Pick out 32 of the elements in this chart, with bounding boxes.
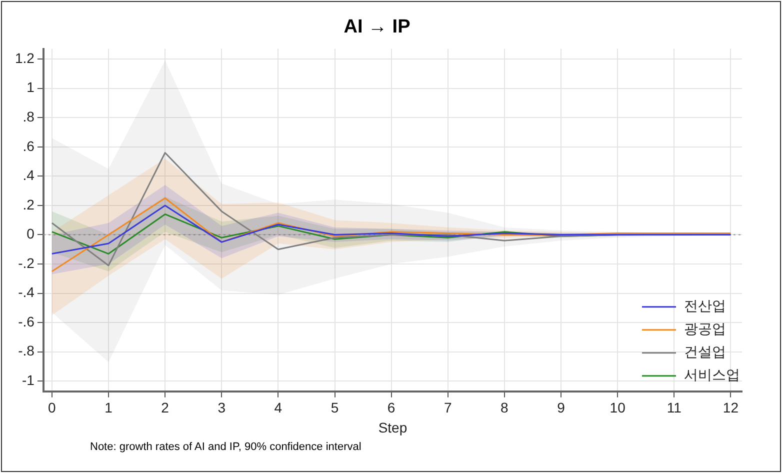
chart-title: AI → IP — [344, 16, 411, 38]
y-tick-label: -.6 — [18, 313, 35, 330]
y-tick-label: 0 — [26, 226, 35, 242]
x-axis-title: Step — [378, 419, 408, 436]
x-tick-label: 8 — [500, 400, 509, 416]
y-tick-label: -.4 — [18, 284, 35, 300]
legend-label: 서비스업 — [684, 368, 740, 384]
x-tick-label: 0 — [48, 400, 56, 416]
x-tick-label: 4 — [274, 400, 282, 416]
y-tick-label: .4 — [22, 167, 35, 184]
x-tick-label: 2 — [161, 400, 170, 416]
x-tick-label: 12 — [722, 400, 739, 416]
legend-label: 건설업 — [684, 344, 726, 361]
x-tick-label: 7 — [444, 400, 452, 416]
y-tick-label: -.2 — [18, 254, 35, 271]
x-tick-label: 3 — [218, 400, 226, 416]
y-tick-label: .6 — [22, 138, 35, 154]
text: Note: growth rates of AI and IP, 90% confidence interval — [90, 441, 362, 453]
legend-label: 전산업 — [684, 298, 726, 315]
y-tick-label: 1.2 — [14, 50, 35, 66]
y-tick-label: -.8 — [18, 342, 35, 359]
y-tick-label: .2 — [22, 196, 35, 212]
x-tick-label: 9 — [557, 400, 566, 416]
y-tick-label: -1 — [22, 372, 35, 388]
x-tick-label: 1 — [104, 400, 113, 416]
y-tick-label: .8 — [22, 108, 35, 124]
x-tick-label: 10 — [610, 400, 626, 416]
x-tick-label: 5 — [330, 400, 339, 416]
legend-label: 광공업 — [684, 322, 726, 338]
x-tick-label: 11 — [666, 400, 682, 416]
y-tick-label: 1 — [26, 79, 35, 96]
x-tick-label: 6 — [387, 400, 396, 416]
